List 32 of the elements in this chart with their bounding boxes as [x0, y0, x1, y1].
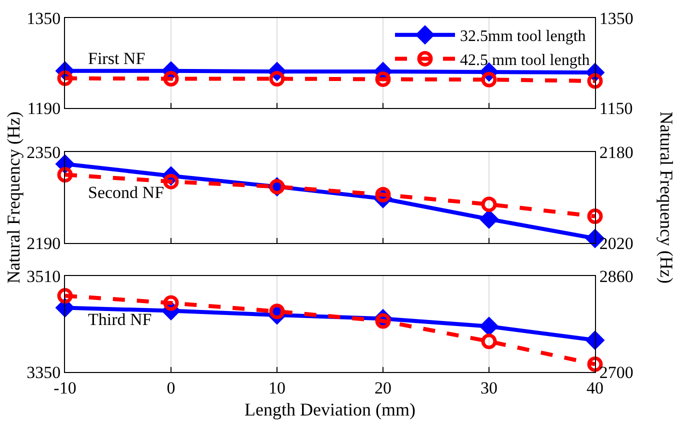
y2-tick-label: 1150: [599, 98, 633, 118]
y-tick-label: 1350: [26, 8, 61, 28]
point: [375, 313, 391, 329]
point: [375, 186, 391, 202]
y2-tick-label: 2180: [599, 142, 634, 162]
annotation: Second NF: [88, 183, 164, 202]
x-tick-label: 0: [166, 378, 176, 398]
point: [587, 208, 603, 224]
y2-tick-label: 2020: [599, 234, 634, 253]
point: [163, 295, 179, 311]
y2-axis-title: Natural Frequency (Hz): [655, 112, 676, 284]
y-tick-label: 3510: [26, 266, 61, 286]
point: [481, 334, 497, 350]
x-tick-label: 10: [268, 378, 286, 398]
annotation: Third NF: [88, 310, 152, 329]
legend-label: 42.5 mm tool length: [460, 52, 590, 69]
point: [481, 196, 497, 212]
point: [57, 288, 73, 304]
point: [585, 330, 605, 350]
x-tick-label: 30: [480, 378, 498, 398]
point: [269, 304, 285, 320]
y-tick-label: 1190: [27, 98, 61, 118]
annotation: First NF: [88, 49, 146, 68]
y-axis-title: Natural Frequency (Hz): [3, 112, 24, 284]
y2-tick-label: 1350: [599, 8, 634, 28]
x-axis-title: Length Deviation (mm): [244, 400, 416, 420]
point: [57, 167, 73, 182]
x-tick-label: 20: [374, 378, 392, 398]
y-tick-label: 2190: [26, 234, 61, 253]
legend-label: 32.5mm tool length: [460, 28, 586, 46]
y2-tick-label: 2860: [599, 266, 634, 286]
y-tick-label: 2350: [26, 142, 61, 162]
